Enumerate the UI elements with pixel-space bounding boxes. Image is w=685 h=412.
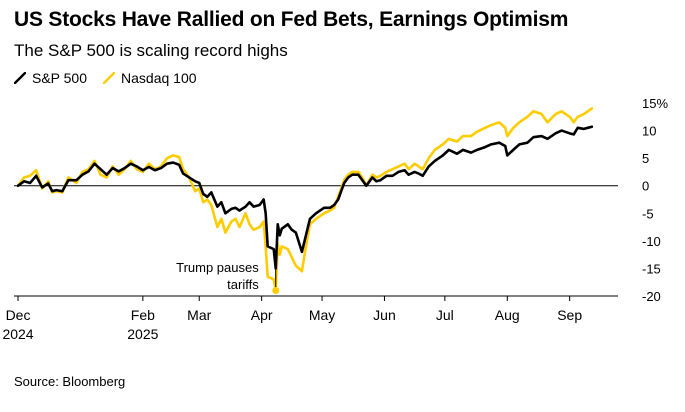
- legend: S&P 500 Nasdaq 100: [14, 70, 213, 86]
- x-tick-label: Jun: [373, 307, 396, 323]
- x-tick-label: Dec: [6, 307, 31, 323]
- legend-label-sp500: S&P 500: [32, 70, 88, 86]
- source-note: Source: Bloomberg: [14, 374, 126, 389]
- y-tick-label: -20: [642, 289, 661, 304]
- legend-item-sp500: S&P 500: [14, 70, 87, 86]
- chart-title: US Stocks Have Rallied on Fed Bets, Earn…: [14, 8, 569, 31]
- annotation-marker: [272, 286, 280, 294]
- legend-swatch-sp500: [14, 72, 26, 84]
- x-tick-label: Mar: [187, 307, 211, 323]
- y-tick-label: -15: [642, 261, 661, 276]
- annotation-layer: Trump pauses tariffs: [176, 258, 280, 294]
- y-tick-label: -10: [642, 234, 661, 249]
- legend-item-nasdaq100: Nasdaq 100: [103, 70, 197, 86]
- y-tick-label: 5: [642, 151, 649, 166]
- legend-swatch-nasdaq100: [103, 72, 116, 84]
- annotation-label: Trump pauses: [176, 260, 259, 275]
- y-tick-label: 10: [642, 124, 656, 139]
- x-tick-label: May: [309, 307, 335, 323]
- x-tick-label: Aug: [495, 307, 520, 323]
- y-tick-label: -5: [642, 206, 654, 221]
- series-layer: [16, 107, 594, 292]
- x-tick-year-label: 2025: [127, 326, 158, 342]
- series-line-nasdaq100: [16, 107, 594, 292]
- x-tick-year-label: 2024: [2, 326, 33, 342]
- x-tick-label: Feb: [131, 307, 155, 323]
- y-tick-label: 15%: [642, 96, 668, 111]
- x-tick-label: Jul: [436, 307, 454, 323]
- y-tick-label: 0: [642, 179, 649, 194]
- axis-layer: -20 -15 -10 -5 0 5 10 15% Dec 2024 Feb 2025 Mar Apr Ma…: [2, 96, 668, 342]
- x-tick-label: Apr: [251, 307, 273, 323]
- annotation-label: tariffs: [227, 277, 259, 292]
- series-line-sp500: [16, 125, 594, 270]
- chart-subtitle: The S&P 500 is scaling record highs: [14, 41, 288, 60]
- legend-label-nasdaq100: Nasdaq 100: [121, 70, 197, 86]
- x-tick-label: Sep: [557, 307, 582, 323]
